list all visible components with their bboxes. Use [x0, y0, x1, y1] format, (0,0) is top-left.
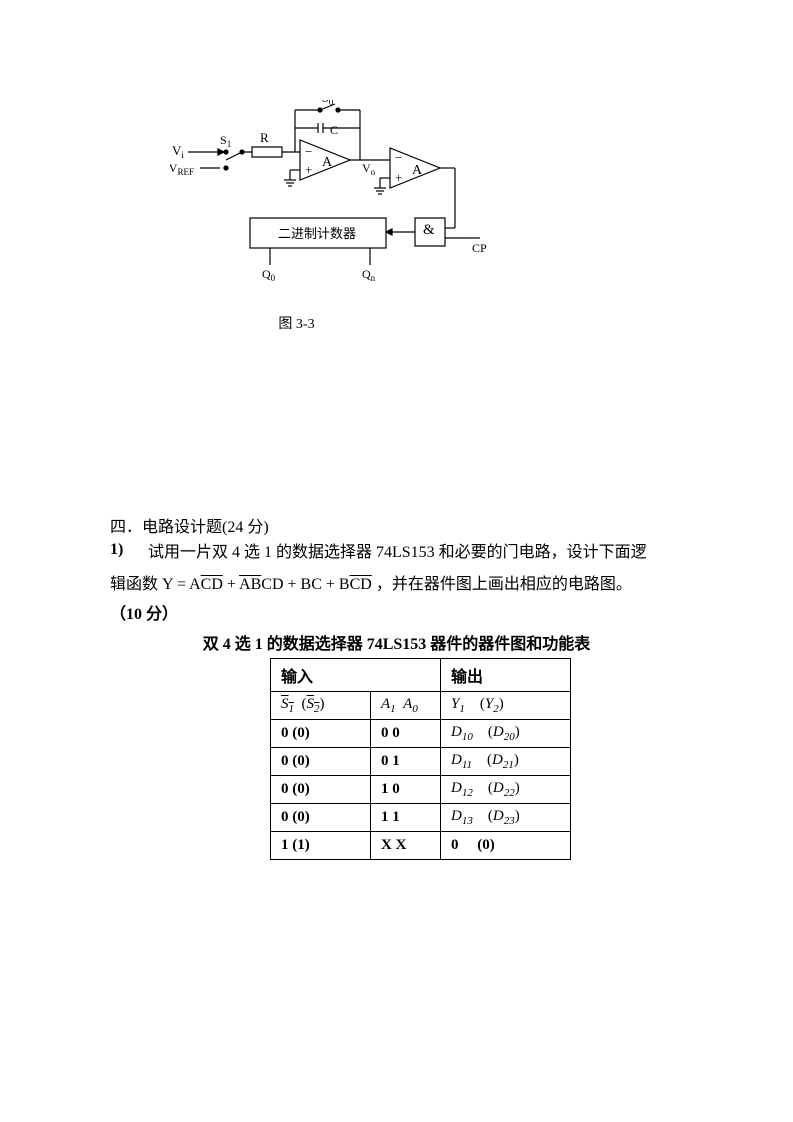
circuit-diagram: Vi −VREF S1 R − [170, 100, 683, 305]
svg-text:C: C [330, 123, 338, 137]
table-row: 0 (0) 0 1 D11 (D21) [271, 747, 571, 775]
formula-prefix: 辑函数 [110, 576, 162, 593]
header-output: 输出 [441, 658, 571, 691]
table-row: 0 (0) 1 1 D13 (D23) [271, 803, 571, 831]
svg-text:S0: S0 [322, 100, 334, 107]
figure-caption: 图 3-3 [0, 313, 683, 333]
table-row: 1 (1) X X 0 (0) [271, 831, 571, 859]
svg-text:Qn: Qn [362, 267, 376, 283]
table-title: 双 4 选 1 的数据选择器 74LS153 器件的器件图和功能表 [110, 630, 683, 654]
formula-suffix: ，并在器件图上画出相应的电路图。 [372, 576, 632, 593]
svg-text:R: R [260, 130, 269, 145]
header-input: 输入 [271, 658, 441, 691]
subheader-a: A1 A0 [371, 691, 441, 719]
svg-text:Vi: Vi [172, 143, 184, 160]
table-row: 0 (0) 0 0 D10 (D20) [271, 719, 571, 747]
formula-line: 辑函数 Y = ACD + ABCD + BC + BCD ，并在器件图上画出相… [110, 571, 683, 600]
svg-text:A: A [322, 155, 333, 170]
section-title: 四．电路设计题(24 分) [110, 513, 683, 537]
svg-text:+: + [305, 162, 312, 177]
question-1: 1) 试用一片双 4 选 1 的数据选择器 74LS153 和必要的门电路，设计… [110, 541, 683, 565]
svg-text:−VREF: −VREF [170, 161, 194, 177]
table-subheader-row: S1 (S2) A1 A0 Y1 (Y2) [271, 691, 571, 719]
points-line: （10 分） [110, 600, 683, 624]
svg-text:A: A [412, 163, 423, 178]
svg-text:+: + [395, 170, 402, 185]
table-header-row: 输入 输出 [271, 658, 571, 691]
subheader-s: S1 (S2) [271, 691, 371, 719]
svg-text:&: & [423, 222, 435, 238]
question-body: 试用一片双 4 选 1 的数据选择器 74LS153 和必要的门电路，设计下面逻 [148, 541, 683, 565]
subheader-y: Y1 (Y2) [441, 691, 571, 719]
question-number: 1) [110, 541, 148, 565]
table-row: 0 (0) 1 0 D12 (D22) [271, 775, 571, 803]
svg-text:二进制计数器: 二进制计数器 [278, 226, 356, 241]
svg-text:−: − [395, 150, 402, 165]
svg-text:−: − [305, 144, 312, 159]
function-table: 输入 输出 S1 (S2) A1 A0 Y1 (Y2) 0 (0) 0 0 D1… [270, 658, 571, 860]
svg-text:S1: S1 [220, 133, 231, 149]
svg-text:CP: CP [472, 241, 487, 255]
svg-text:Vo: Vo [362, 161, 376, 177]
svg-text:Q0: Q0 [262, 267, 276, 283]
formula: Y = ACD + ABCD + BC + BCD [162, 576, 372, 593]
